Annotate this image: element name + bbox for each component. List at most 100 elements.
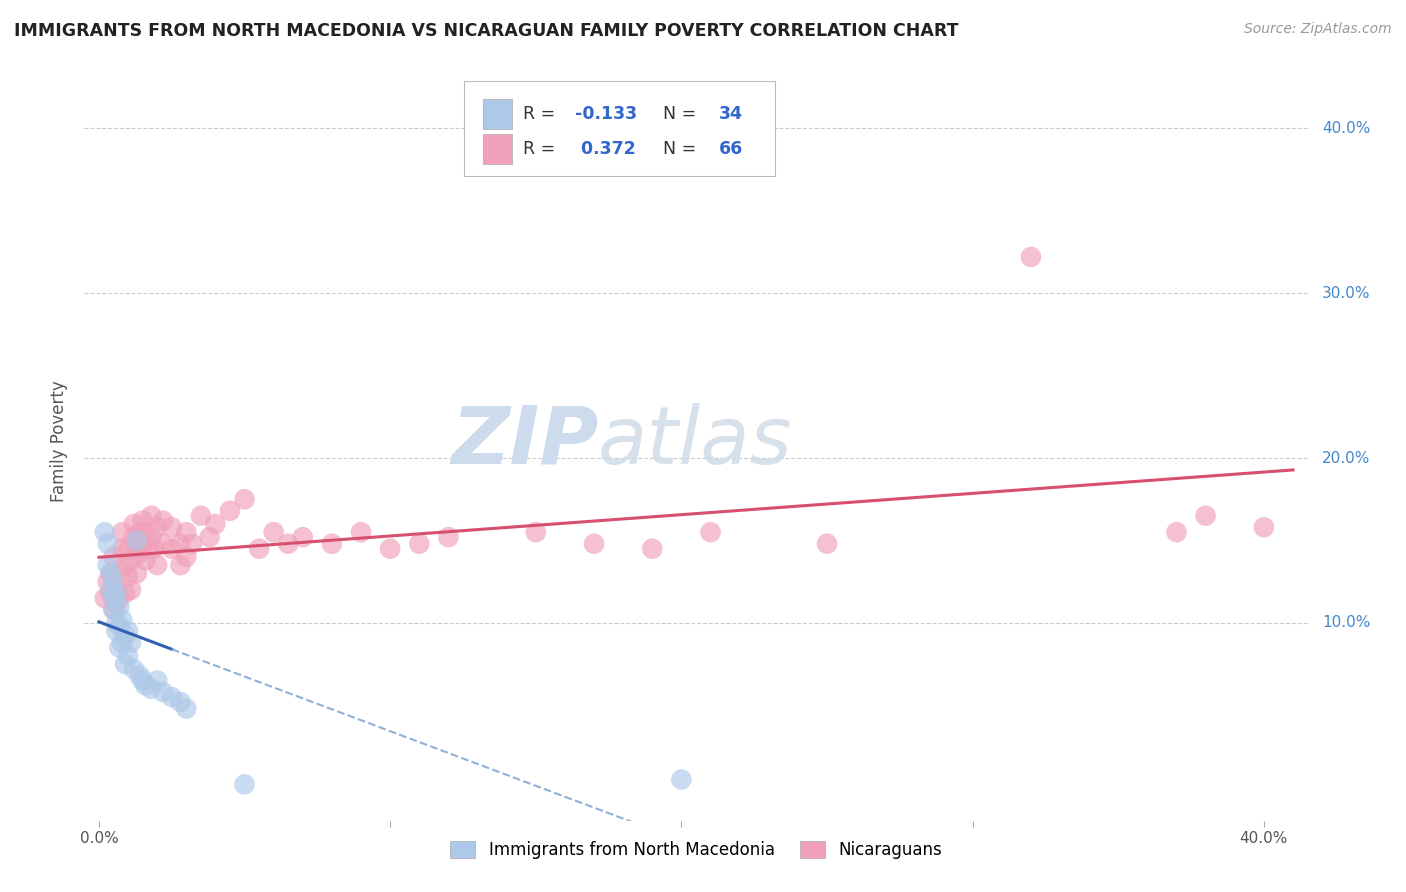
Point: [108, 619, 131, 633]
Point: [117, 570, 139, 584]
Point: [103, 574, 125, 589]
Point: [219, 504, 242, 518]
Point: [152, 685, 174, 699]
Point: [233, 777, 256, 791]
Text: 0.372: 0.372: [575, 140, 636, 158]
Text: atlas: atlas: [598, 402, 793, 481]
Point: [111, 635, 134, 649]
Point: [141, 681, 163, 696]
Point: [103, 549, 125, 564]
Point: [97, 574, 120, 589]
Point: [141, 508, 163, 523]
Point: [117, 541, 139, 556]
Point: [204, 516, 226, 531]
Text: ZIP: ZIP: [451, 402, 598, 481]
FancyBboxPatch shape: [464, 81, 776, 177]
Point: [125, 566, 148, 581]
Point: [125, 533, 148, 548]
Point: [117, 624, 139, 639]
Point: [135, 553, 157, 567]
Legend: Immigrants from North Macedonia, Nicaraguans: Immigrants from North Macedonia, Nicarag…: [444, 834, 948, 865]
Point: [108, 640, 131, 655]
Point: [128, 547, 150, 561]
Point: [146, 673, 169, 688]
Point: [152, 537, 174, 551]
Point: [699, 525, 721, 540]
Point: [1195, 508, 1218, 523]
Text: 34: 34: [720, 105, 744, 123]
Point: [160, 541, 183, 556]
Point: [169, 695, 191, 709]
Text: R =: R =: [523, 105, 561, 123]
Point: [131, 537, 153, 551]
Point: [169, 558, 191, 573]
Point: [174, 525, 197, 540]
Text: Source: ZipAtlas.com: Source: ZipAtlas.com: [1244, 22, 1392, 37]
Text: 30.0%: 30.0%: [1322, 285, 1371, 301]
Point: [100, 582, 122, 597]
Text: -0.133: -0.133: [575, 105, 637, 123]
Point: [146, 558, 169, 573]
Point: [103, 602, 125, 616]
Point: [111, 613, 134, 627]
Point: [105, 586, 128, 600]
Point: [1019, 250, 1042, 264]
Point: [114, 558, 136, 573]
Point: [122, 530, 145, 544]
Text: IMMIGRANTS FROM NORTH MACEDONIA VS NICARAGUAN FAMILY POVERTY CORRELATION CHART: IMMIGRANTS FROM NORTH MACEDONIA VS NICAR…: [14, 22, 959, 40]
Point: [247, 541, 270, 556]
Point: [105, 615, 128, 630]
Point: [641, 541, 664, 556]
Point: [108, 591, 131, 606]
Point: [97, 537, 120, 551]
Point: [100, 566, 122, 581]
Point: [152, 514, 174, 528]
Text: 20.0%: 20.0%: [1322, 450, 1371, 466]
FancyBboxPatch shape: [484, 134, 513, 164]
Point: [263, 525, 285, 540]
Point: [135, 678, 157, 692]
Point: [108, 599, 131, 614]
Point: [125, 537, 148, 551]
Point: [120, 582, 142, 597]
Point: [291, 530, 314, 544]
Point: [108, 566, 131, 581]
Point: [93, 591, 115, 606]
Point: [111, 525, 134, 540]
Point: [160, 690, 183, 704]
Point: [131, 673, 153, 688]
Point: [114, 586, 136, 600]
Text: 40.0%: 40.0%: [1322, 121, 1371, 136]
Point: [100, 566, 122, 581]
Point: [105, 596, 128, 610]
Point: [233, 492, 256, 507]
Point: [524, 525, 547, 540]
Point: [114, 629, 136, 643]
Point: [583, 537, 606, 551]
Text: 66: 66: [720, 140, 744, 158]
Point: [122, 662, 145, 676]
Point: [190, 508, 212, 523]
FancyBboxPatch shape: [484, 99, 513, 129]
Point: [117, 648, 139, 663]
Point: [1166, 525, 1188, 540]
Text: N =: N =: [652, 105, 702, 123]
Point: [122, 516, 145, 531]
Point: [277, 537, 299, 551]
Point: [97, 558, 120, 573]
Point: [128, 668, 150, 682]
Point: [1253, 520, 1275, 534]
Point: [169, 537, 191, 551]
Point: [815, 537, 838, 551]
Point: [437, 530, 460, 544]
Point: [671, 772, 693, 787]
Point: [135, 525, 157, 540]
Point: [321, 537, 343, 551]
Point: [408, 537, 430, 551]
Point: [128, 525, 150, 540]
Point: [160, 520, 183, 534]
Point: [380, 541, 402, 556]
Point: [138, 541, 160, 556]
Point: [131, 514, 153, 528]
Point: [174, 549, 197, 564]
